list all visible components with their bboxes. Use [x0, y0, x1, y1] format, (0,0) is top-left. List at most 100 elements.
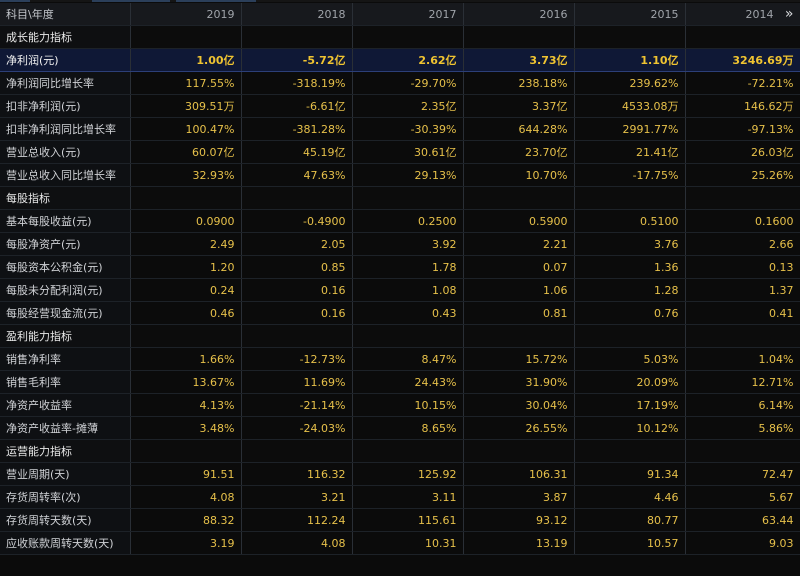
value-cell: 88.32: [130, 508, 242, 532]
table-row[interactable]: 营业总收入同比增长率 32.93% 47.63% 29.13% 10.70% -17.75…: [0, 163, 800, 187]
empty-cell: [574, 25, 686, 49]
empty-cell: [463, 439, 575, 463]
year-header-last[interactable]: 2014 »: [685, 3, 800, 26]
table-row[interactable]: 营业总收入(元) 60.07亿 45.19亿 30.61亿 23.70亿 21.41亿 26…: [0, 140, 800, 164]
empty-cell: [685, 439, 800, 463]
table-row[interactable]: 销售毛利率 13.67% 11.69% 24.43% 31.90% 20.09% 12.71…: [0, 370, 800, 394]
double-chevron-right-icon[interactable]: »: [784, 6, 794, 22]
row-label: 营业总收入(元): [0, 140, 131, 164]
tab-indicator[interactable]: [176, 0, 256, 2]
table-row[interactable]: 存货周转率(次) 4.08 3.21 3.11 3.87 4.46 5.67: [0, 485, 800, 509]
value-cell: 15.72%: [463, 347, 575, 371]
table-row[interactable]: 营业周期(天) 91.51 116.32 125.92 106.31 91.34 72.47: [0, 462, 800, 486]
row-label: 每股净资产(元): [0, 232, 131, 256]
value-cell: 3.37亿: [463, 94, 575, 118]
row-label: 净利润(元): [0, 48, 131, 72]
row-label: 每股未分配利润(元): [0, 278, 131, 302]
tab-indicator[interactable]: [92, 0, 170, 2]
value-cell: 3.11: [352, 485, 464, 509]
value-cell: 0.85: [241, 255, 353, 279]
row-label: 营业周期(天): [0, 462, 131, 486]
value-cell: -0.4900: [241, 209, 353, 233]
value-cell: 1.20: [130, 255, 242, 279]
value-cell: 238.18%: [463, 71, 575, 95]
value-cell: 115.61: [352, 508, 464, 532]
value-cell: 17.19%: [574, 393, 686, 417]
value-cell: 1.00亿: [130, 48, 242, 72]
empty-cell: [241, 25, 353, 49]
empty-cell: [352, 324, 464, 348]
value-cell: 644.28%: [463, 117, 575, 141]
section-header-row: 成长能力指标: [0, 25, 800, 49]
row-label: 净利润同比增长率: [0, 71, 131, 95]
value-cell: -97.13%: [685, 117, 800, 141]
table-row[interactable]: 每股未分配利润(元) 0.24 0.16 1.08 1.06 1.28 1.37: [0, 278, 800, 302]
table-header-row: 科目\年度 2019 2018 2017 2016 2015 2014 »: [0, 3, 800, 26]
value-cell: 0.16: [241, 278, 353, 302]
value-cell: 10.31: [352, 531, 464, 555]
value-cell: 1.10亿: [574, 48, 686, 72]
value-cell: 3.92: [352, 232, 464, 256]
value-cell: 5.86%: [685, 416, 800, 440]
table-row[interactable]: 扣非净利润(元) 309.51万 -6.61亿 2.35亿 3.37亿 4533.08万 1…: [0, 94, 800, 118]
value-cell: 1.28: [574, 278, 686, 302]
value-cell: 8.47%: [352, 347, 464, 371]
row-label: 净资产收益率: [0, 393, 131, 417]
value-cell: 2.21: [463, 232, 575, 256]
empty-cell: [130, 186, 242, 210]
value-cell: 1.37: [685, 278, 800, 302]
empty-cell: [685, 25, 800, 49]
value-cell: 112.24: [241, 508, 353, 532]
table-row[interactable]: 净利润同比增长率 117.55% -318.19% -29.70% 238.18% 239…: [0, 71, 800, 95]
top-tab-strip: [0, 0, 800, 2]
table-row[interactable]: 存货周转天数(天) 88.32 112.24 115.61 93.12 80.77 63.4…: [0, 508, 800, 532]
table-row[interactable]: 每股净资产(元) 2.49 2.05 3.92 2.21 3.76 2.66: [0, 232, 800, 256]
table-row[interactable]: 净资产收益率 4.13% -21.14% 10.15% 30.04% 17.19% 6.14…: [0, 393, 800, 417]
empty-cell: [130, 324, 242, 348]
value-cell: 9.03: [685, 531, 800, 555]
section-header-row: 盈利能力指标: [0, 324, 800, 348]
value-cell: 0.13: [685, 255, 800, 279]
table-row[interactable]: 基本每股收益(元) 0.0900 -0.4900 0.2500 0.5900 0.5100…: [0, 209, 800, 233]
value-cell: 6.14%: [685, 393, 800, 417]
year-header[interactable]: 2018: [241, 3, 353, 26]
section-header-row: 每股指标: [0, 186, 800, 210]
value-cell: 0.16: [241, 301, 353, 325]
table-row[interactable]: 销售净利率 1.66% -12.73% 8.47% 15.72% 5.03% 1.04%: [0, 347, 800, 371]
value-cell: 0.07: [463, 255, 575, 279]
year-header[interactable]: 2015: [574, 3, 686, 26]
year-header[interactable]: 2019: [130, 3, 242, 26]
value-cell: 8.65%: [352, 416, 464, 440]
value-cell: 4533.08万: [574, 94, 686, 118]
table-row[interactable]: 净资产收益率-摊薄 3.48% -24.03% 8.65% 26.55% 10.12% 5.…: [0, 416, 800, 440]
tab-indicator[interactable]: [0, 0, 30, 2]
empty-cell: [463, 25, 575, 49]
value-cell: 125.92: [352, 462, 464, 486]
value-cell: 4.13%: [130, 393, 242, 417]
row-label: 净资产收益率-摊薄: [0, 416, 131, 440]
highlighted-table-row[interactable]: 净利润(元) 1.00亿 -5.72亿 2.62亿 3.73亿 1.10亿 3246.69万: [0, 48, 800, 72]
value-cell: 2991.77%: [574, 117, 686, 141]
year-header[interactable]: 2016: [463, 3, 575, 26]
row-label: 营业总收入同比增长率: [0, 163, 131, 187]
value-cell: 80.77: [574, 508, 686, 532]
year-header[interactable]: 2017: [352, 3, 464, 26]
table-row[interactable]: 应收账款周转天数(天) 3.19 4.08 10.31 13.19 10.57 9.03: [0, 531, 800, 555]
value-cell: 93.12: [463, 508, 575, 532]
table-row[interactable]: 每股经营现金流(元) 0.46 0.16 0.43 0.81 0.76 0.41: [0, 301, 800, 325]
value-cell: 3.87: [463, 485, 575, 509]
value-cell: -30.39%: [352, 117, 464, 141]
value-cell: 0.81: [463, 301, 575, 325]
value-cell: 13.67%: [130, 370, 242, 394]
row-label: 应收账款周转天数(天): [0, 531, 131, 555]
value-cell: 24.43%: [352, 370, 464, 394]
value-cell: -381.28%: [241, 117, 353, 141]
empty-cell: [241, 186, 353, 210]
value-cell: -24.03%: [241, 416, 353, 440]
empty-cell: [130, 439, 242, 463]
empty-cell: [574, 186, 686, 210]
value-cell: 3246.69万: [685, 48, 800, 72]
table-row[interactable]: 每股资本公积金(元) 1.20 0.85 1.78 0.07 1.36 0.13: [0, 255, 800, 279]
value-cell: 4.08: [241, 531, 353, 555]
table-row[interactable]: 扣非净利润同比增长率 100.47% -381.28% -30.39% 644.28% 2…: [0, 117, 800, 141]
